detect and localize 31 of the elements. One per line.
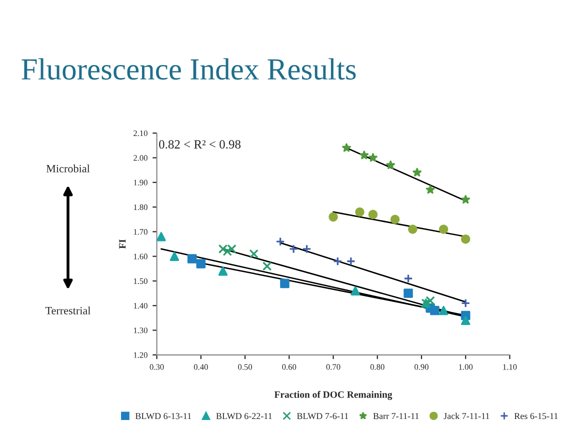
legend-label: Res 6-15-11: [514, 413, 558, 420]
chart-title: Fluorescence Index Results: [22, 58, 356, 80]
x-tick-label: 0.60: [282, 364, 296, 370]
legend-label: BLWD 7-6-11: [296, 413, 348, 420]
y-tick-label: 1.40: [134, 302, 148, 309]
x-tick-label: 1.10: [503, 364, 517, 370]
y-tick-label: 1.30: [134, 328, 148, 334]
legend-label: BLWD 6-13-11: [135, 413, 192, 420]
y-tick-label: 1.20: [134, 352, 148, 358]
y-tick-label: 1.70: [134, 229, 148, 235]
text: Microbial: [46, 164, 90, 172]
x-tick-label: 0.50: [238, 364, 252, 370]
legend-label: BLWD 6-22-11: [216, 413, 272, 420]
y-tick-label: 1.90: [134, 180, 148, 186]
text: Terrestrial: [45, 306, 91, 314]
legend-label: Barr 7-11-11: [373, 413, 419, 420]
x-tick-label: 0.90: [414, 364, 428, 370]
x-tick-label: 0.30: [150, 364, 164, 370]
x-tick-label: 0.40: [194, 364, 208, 370]
x-tick-label: 0.80: [370, 364, 384, 370]
legend-label: Jack 7-11-11: [444, 412, 490, 420]
x-axis-title: Fraction of DOC Remaining: [274, 390, 392, 400]
x-tick-label: 1.00: [459, 364, 473, 370]
y-tick-label: 1.80: [134, 204, 148, 210]
y-axis-title: FI: [119, 239, 126, 249]
x-tick-label: 0.70: [326, 364, 340, 370]
y-tick-label: 2.10: [134, 130, 148, 136]
y-tick-label: 1.60: [134, 254, 148, 260]
annotation: 0.82 < R² < 0.98: [159, 140, 241, 149]
y-tick-label: 1.50: [134, 278, 148, 284]
y-tick-label: 2.00: [134, 155, 148, 161]
